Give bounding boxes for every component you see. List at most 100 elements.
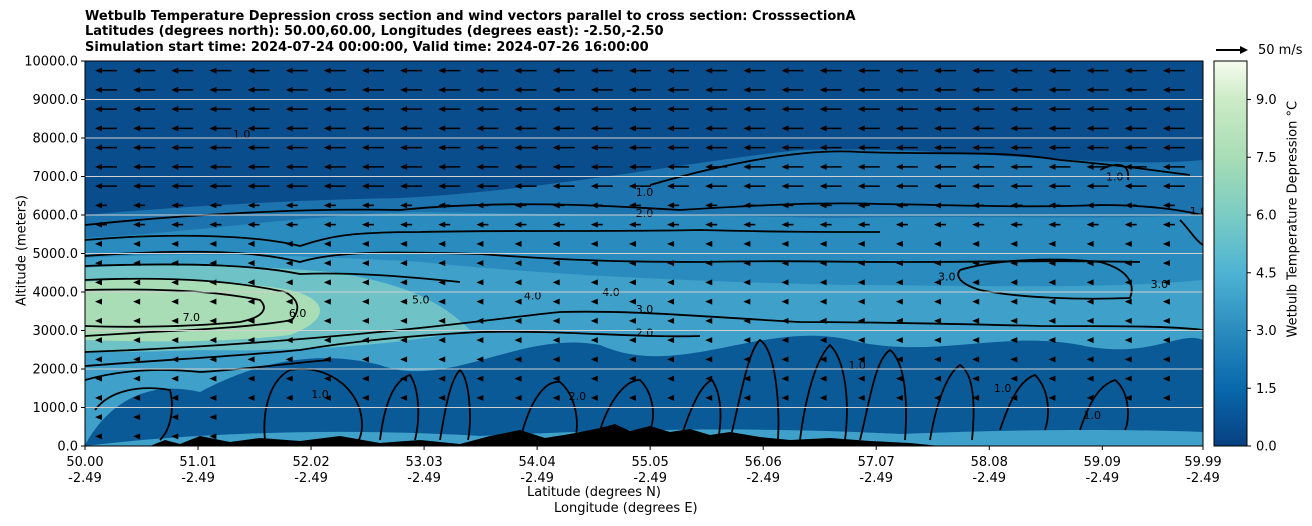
wind-arrow-head [1010, 221, 1018, 228]
wind-arrow-head [95, 337, 102, 344]
wind-arrow-head [1124, 394, 1132, 401]
wind-arrow [1124, 67, 1147, 74]
wind-arrow-head [1048, 356, 1056, 363]
wind-arrow [934, 106, 957, 113]
wind-arrow [743, 317, 751, 324]
wind-arrow [361, 125, 384, 132]
wind-arrow [628, 221, 641, 228]
wind-arrow-head [1010, 298, 1018, 305]
wind-arrow-head [400, 260, 408, 267]
wind-arrow-head [209, 317, 217, 324]
wind-arrow-head [667, 86, 675, 93]
wind-arrow [209, 279, 217, 286]
wind-arrow-head [590, 356, 598, 363]
wind-arrow [552, 67, 575, 74]
wind-arrow [934, 144, 957, 151]
wind-arrow-head [514, 394, 522, 401]
wind-arrow-head [819, 144, 827, 151]
wind-arrow [667, 260, 675, 267]
wind-arrow-head [361, 144, 369, 151]
wind-arrow-head [705, 298, 713, 305]
contour-line [519, 381, 578, 441]
wind-arrow [781, 144, 804, 151]
wind-arrow-head [628, 125, 636, 132]
wind-arrow [667, 279, 675, 286]
wind-arrow-head [438, 106, 446, 113]
wind-arrow [1162, 202, 1175, 209]
wind-arrow [133, 260, 141, 267]
wind-arrow [590, 260, 598, 267]
wind-arrow [590, 86, 613, 93]
wind-arrow-head [323, 375, 331, 382]
wind-arrow-head [400, 337, 408, 344]
wind-arrow [934, 394, 942, 401]
wind-arrow-head [514, 317, 522, 324]
wind-arrow-head [133, 144, 141, 151]
wind-arrow [628, 144, 651, 151]
wind-arrow-head [628, 260, 636, 267]
wind-arrow [1124, 394, 1132, 401]
wind-arrow [857, 125, 880, 132]
wind-arrow [552, 356, 560, 363]
wind-arrow-head [400, 375, 408, 382]
wind-arrow [781, 356, 789, 363]
wind-arrow-head [285, 202, 293, 209]
wind-arrow [361, 394, 369, 401]
wind-arrow [1086, 260, 1094, 267]
wind-arrow [628, 240, 636, 247]
wind-arrow [476, 337, 484, 344]
wind-arrow [1086, 106, 1109, 113]
wind-arrow [1162, 317, 1170, 324]
wind-arrow [590, 163, 613, 170]
wind-arrow [1048, 183, 1071, 190]
wind-arrow [323, 183, 346, 190]
wind-arrow [667, 394, 675, 401]
wind-arrow [1048, 67, 1071, 74]
wind-arrow [743, 375, 751, 382]
wind-arrow-head [1048, 86, 1056, 93]
wind-arrow [590, 298, 598, 305]
wind-arrow-head [171, 414, 179, 421]
wind-arrow-head [552, 125, 560, 132]
wind-arrow [1124, 106, 1147, 113]
wind-arrow [628, 86, 651, 93]
wind-arrow [133, 202, 146, 209]
wind-arrow-head [628, 317, 636, 324]
wind-arrow-head [1124, 356, 1132, 363]
wind-arrow-head [895, 67, 903, 74]
wind-arrow-head [1162, 67, 1170, 74]
wind-arrow-head [247, 67, 255, 74]
wind-arrow-head [743, 240, 751, 247]
wind-arrow-head [95, 394, 102, 401]
y-tick-label: 10000.0 [24, 55, 78, 70]
wind-arrow-head [1162, 202, 1170, 209]
wind-arrow [95, 221, 107, 228]
wind-arrow [285, 279, 293, 286]
wind-arrow-head [895, 183, 903, 190]
wind-arrow-head [323, 240, 331, 247]
wind-arrow-head [285, 183, 293, 190]
wind-arrow-head [819, 337, 827, 344]
wind-arrow [857, 202, 870, 209]
wind-arrow-head [705, 163, 713, 170]
wind-arrow [972, 221, 985, 228]
wind-arrow [895, 144, 918, 151]
contour-label: 2.0 [636, 207, 654, 220]
wind-arrow [438, 240, 446, 247]
wind-arrow [972, 125, 995, 132]
wind-arrow-head [209, 240, 217, 247]
x-tick-label-lat: 55.05 [632, 455, 669, 470]
wind-arrow [743, 260, 751, 267]
wind-arrow-head [323, 394, 331, 401]
wind-arrow [1162, 337, 1170, 344]
wind-arrow-head [1086, 202, 1094, 209]
wind-arrow-head [1124, 86, 1132, 93]
wind-arrow-head [1124, 221, 1132, 228]
wind-arrow [857, 375, 865, 382]
wind-arrow-head [209, 433, 217, 440]
wind-arrow-head [323, 67, 331, 74]
wind-arrow [400, 202, 413, 209]
wind-arrow [1048, 144, 1071, 151]
wind-arrow-head [171, 67, 179, 74]
wind-arrow [705, 298, 713, 305]
